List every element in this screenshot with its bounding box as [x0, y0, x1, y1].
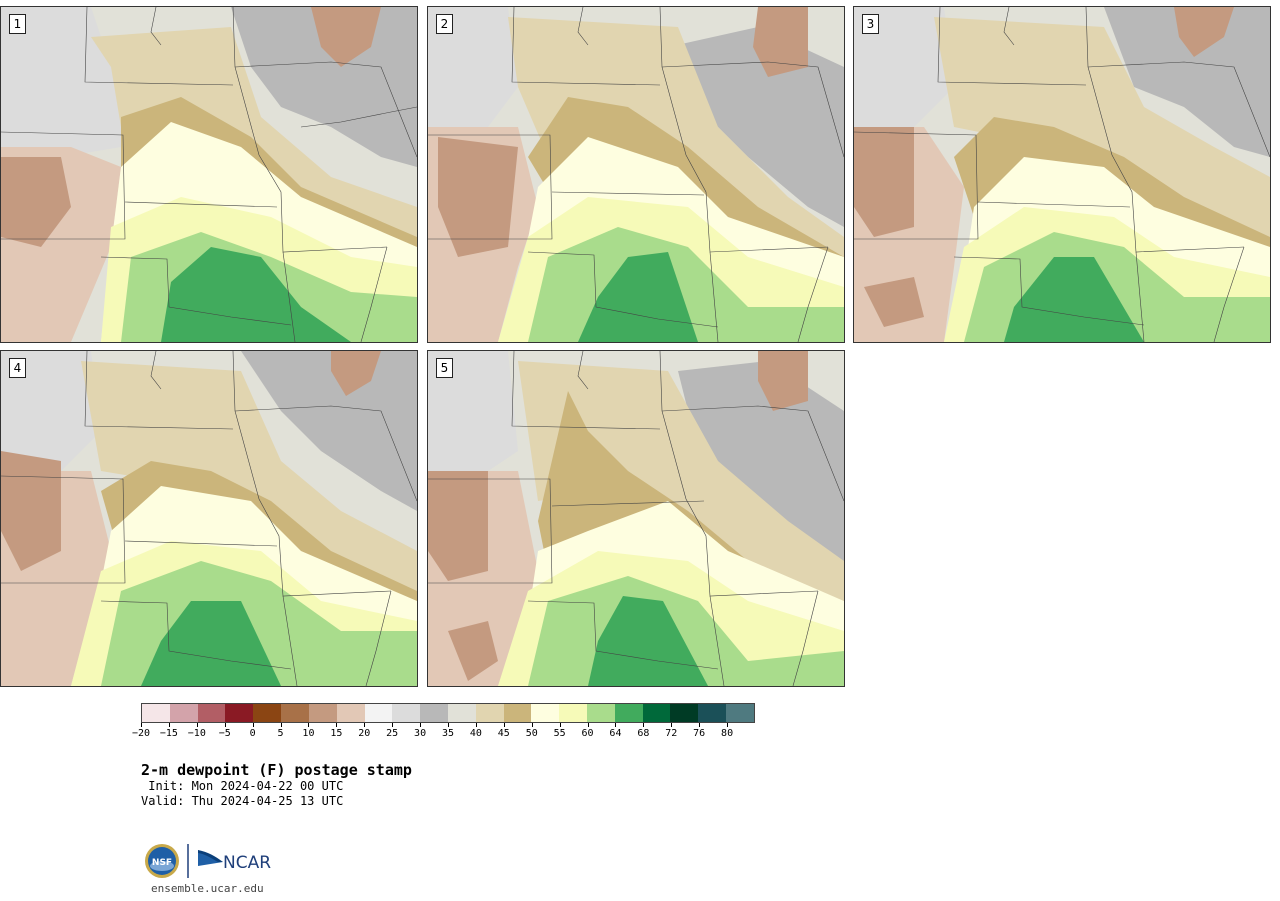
colorbar-tick-label: 5	[277, 728, 284, 739]
colorbar-swatch	[169, 704, 198, 722]
colorbar-tick-label: 10	[302, 728, 315, 739]
colorbar-tick-label: 40	[469, 728, 482, 739]
colorbar-tick-label: 64	[609, 728, 622, 739]
map-panel-1: 1	[0, 6, 418, 343]
nsf-text: NSF	[152, 858, 172, 868]
colorbar-tick-label: 15	[330, 728, 343, 739]
colorbar-tick	[420, 723, 422, 727]
colorbar-tick-label: −5	[218, 728, 231, 739]
colorbar-tick	[196, 723, 198, 727]
colorbar-swatch	[726, 704, 754, 722]
colorbar	[141, 703, 755, 723]
panel-number: 1	[9, 14, 26, 34]
colorbar-tick-label: 0	[249, 728, 256, 739]
colorbar-swatch	[420, 704, 448, 722]
colorbar-swatch	[559, 704, 587, 722]
colorbar-tick	[141, 723, 142, 727]
colorbar-tick	[448, 723, 449, 727]
colorbar-tick	[643, 723, 645, 727]
colorbar-swatch	[642, 704, 671, 722]
map-panel-4: 4	[0, 350, 418, 687]
nsf-logo: NSF	[145, 844, 179, 878]
colorbar-swatch	[253, 704, 282, 722]
colorbar-tick-label: 30	[414, 728, 427, 739]
colorbar-tick	[503, 723, 505, 727]
colorbar-swatch	[670, 704, 699, 722]
panel-number: 5	[436, 358, 453, 378]
ncar-text: NCAR	[223, 853, 271, 873]
colorbar-tick	[392, 723, 394, 727]
map-panel-5: 5	[427, 350, 845, 687]
logos: NSF NCAR	[145, 844, 271, 878]
colorbar-tick-label: 60	[581, 728, 594, 739]
map-panel-2: 2	[427, 6, 845, 343]
colorbar-swatch	[475, 704, 504, 722]
dewpoint-map	[428, 351, 844, 686]
colorbar-tick-label: 55	[553, 728, 566, 739]
colorbar-tick	[475, 723, 477, 727]
colorbar-tick-label: −10	[187, 728, 206, 739]
colorbar-tick-label: 80	[721, 728, 734, 739]
dewpoint-map	[1, 7, 417, 342]
colorbar-tick	[671, 723, 673, 727]
colorbar-tick-label: −15	[159, 728, 178, 739]
colorbar-tick	[699, 723, 701, 727]
colorbar-tick-label: 35	[441, 728, 455, 739]
colorbar-tick-label: −20	[131, 728, 151, 739]
colorbar-tick	[252, 723, 254, 727]
colorbar-swatch	[587, 704, 615, 722]
colorbar-tick	[308, 723, 310, 727]
colorbar-tick	[280, 723, 282, 727]
colorbar-tick	[336, 723, 338, 727]
colorbar-swatch	[308, 704, 337, 722]
colorbar-tick-label: 76	[693, 728, 706, 739]
colorbar-tick-label: 25	[386, 728, 399, 739]
colorbar-ticks: −20 −15 −10 −5 0 5 10 15 20 25 30 35 40 45 50 55 60 64 68 7…	[132, 723, 755, 743]
colorbar-swatch	[142, 704, 170, 722]
init-time: Init: Mon 2024-04-22 00 UTC	[141, 779, 344, 793]
colorbar-tick-label: 72	[665, 728, 678, 739]
colorbar-tick	[531, 723, 533, 727]
panel-number: 2	[436, 14, 453, 34]
map-panel-3: 3	[853, 6, 1271, 343]
colorbar-swatch	[447, 704, 476, 722]
colorbar-swatch	[614, 704, 643, 722]
colorbar-swatch	[225, 704, 254, 722]
colorbar-swatch	[364, 704, 393, 722]
colorbar-tick	[364, 723, 366, 727]
chart-title: 2-m dewpoint (F) postage stamp	[141, 761, 412, 779]
colorbar-tick	[727, 723, 729, 727]
panel-number: 3	[862, 14, 879, 34]
colorbar-swatch	[503, 704, 532, 722]
colorbar-swatch	[281, 704, 309, 722]
colorbar-tick-label: 45	[497, 728, 510, 739]
colorbar-swatch	[197, 704, 226, 722]
colorbar-tick	[168, 723, 170, 727]
colorbar-tick-label: 50	[525, 728, 538, 739]
dewpoint-map	[854, 7, 1270, 342]
colorbar-swatch	[531, 704, 560, 722]
colorbar-tick	[559, 723, 561, 727]
panel-number: 4	[9, 358, 26, 378]
website-url[interactable]: ensemble.ucar.edu	[151, 882, 264, 895]
colorbar-swatch	[698, 704, 727, 722]
colorbar-swatch	[392, 704, 421, 722]
dewpoint-map	[428, 7, 844, 342]
colorbar-tick	[615, 723, 617, 727]
colorbar-tick	[224, 723, 226, 727]
colorbar-tick	[587, 723, 589, 727]
colorbar-tick-label: 68	[637, 728, 650, 739]
ncar-logo: NCAR	[198, 850, 271, 873]
dewpoint-map	[1, 351, 417, 686]
colorbar-tick-label: 20	[358, 728, 371, 739]
colorbar-swatch	[336, 704, 365, 722]
valid-time: Valid: Thu 2024-04-25 13 UTC	[141, 794, 344, 808]
